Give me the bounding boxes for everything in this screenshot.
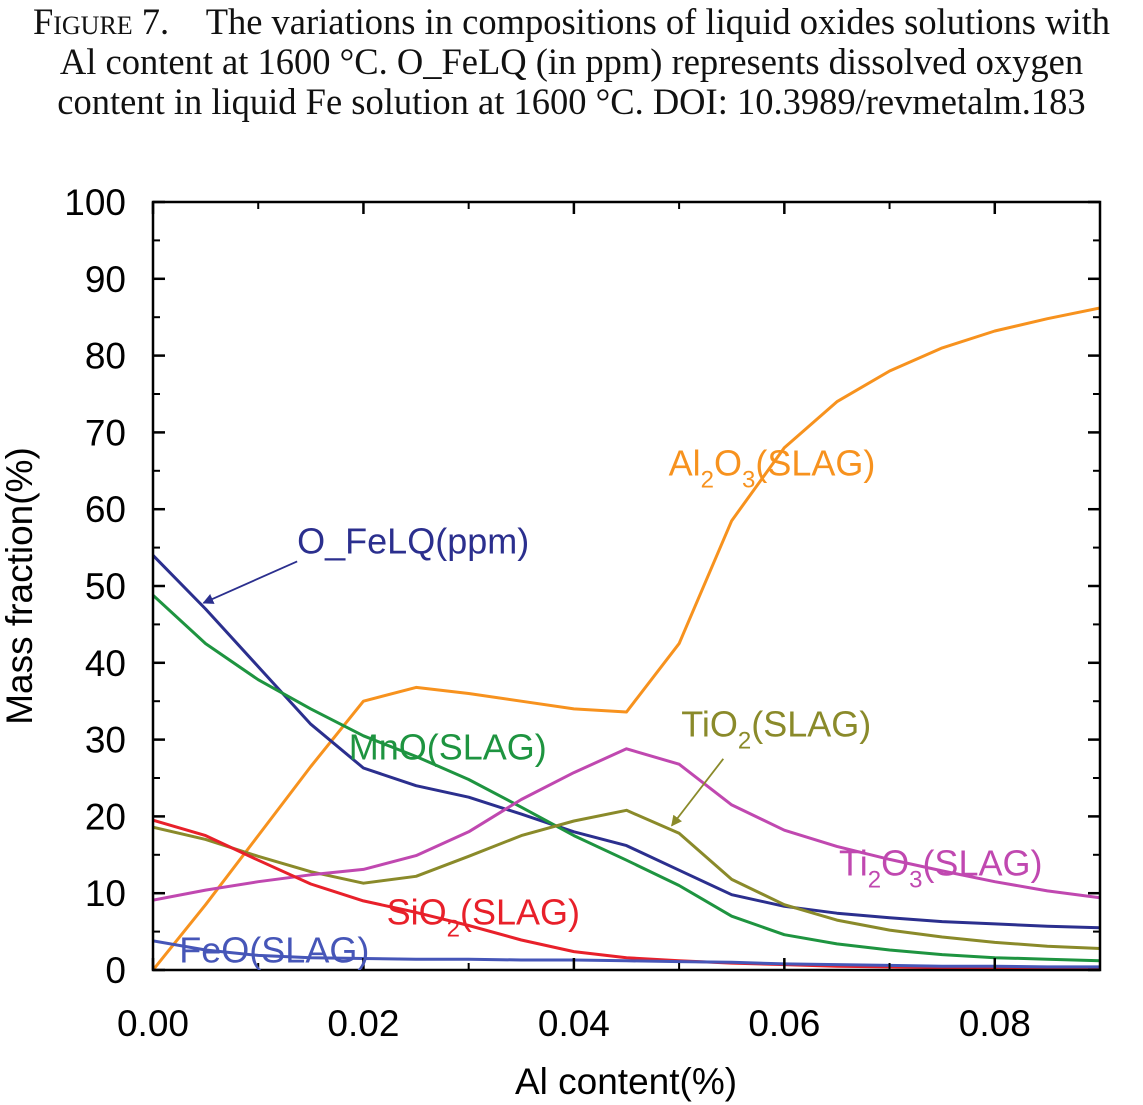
series-layer xyxy=(153,306,1100,970)
arrow-o-felq-ppm xyxy=(202,560,298,604)
series-label-mno-slag: MnO(SLAG) xyxy=(349,727,547,768)
series-line-ti2o3-slag xyxy=(153,747,1100,902)
series-label-o-felq-ppm: O_FeLQ(ppm) xyxy=(297,521,529,562)
y-tick-label: 30 xyxy=(85,720,126,761)
x-tick-label: 0.06 xyxy=(748,1003,820,1044)
figure-caption: Figure 7. The variations in compositions… xyxy=(20,2,1123,122)
y-tick-label: 40 xyxy=(85,643,126,684)
y-axis-label: Mass fraction(%) xyxy=(0,447,40,725)
figure-label: Figure 7. xyxy=(32,1,170,42)
y-tick-label: 90 xyxy=(85,259,126,300)
series-label-ti2o3-slag: Ti2O3(SLAG) xyxy=(839,843,1042,894)
x-tick-label: 0.04 xyxy=(538,1003,610,1044)
y-tick-label: 50 xyxy=(85,566,126,607)
x-tick-label: 0.02 xyxy=(327,1003,399,1044)
series-line-feo-slag xyxy=(153,939,1100,969)
x-axis-label: Al content(%) xyxy=(515,1061,737,1102)
x-tick-label: 0.00 xyxy=(117,1003,189,1044)
y-tick-label: 0 xyxy=(105,950,126,991)
axis-layer: 0.00 0.02 0.04 0.06 0.08 0 10 20 30 40 50 60 70 80 90 1… xyxy=(64,182,1100,1044)
series-label-tio2-slag: TiO2(SLAG) xyxy=(681,704,871,755)
series-line-tio2-slag xyxy=(153,808,1100,950)
y-tick-label: 20 xyxy=(85,796,126,837)
y-tick-label: 70 xyxy=(85,412,126,453)
series-line-sio2-slag xyxy=(153,818,1100,970)
annotation-layer: Al2O3(SLAG) O_FeLQ(ppm) MnO(SLAG) TiO2(SLAG… xyxy=(179,442,1042,970)
x-tick-label: 0.08 xyxy=(959,1003,1031,1044)
y-tick-label: 100 xyxy=(64,182,126,223)
y-tick-label: 80 xyxy=(85,336,126,377)
series-label-al2o3-slag: Al2O3(SLAG) xyxy=(669,442,876,493)
y-tick-label: 60 xyxy=(85,489,126,530)
series-line-mno-slag xyxy=(153,593,1100,963)
series-line-al2o3-slag xyxy=(153,306,1100,970)
series-label-feo-slag: FeO(SLAG) xyxy=(179,929,369,970)
series-label-sio2-slag: SiO2(SLAG) xyxy=(387,892,580,943)
figure-caption-text: The variations in compositions of liquid… xyxy=(57,1,1111,122)
series-line-o-felq-ppm xyxy=(153,553,1100,930)
arrow-tio2-slag xyxy=(671,758,725,827)
y-tick-label: 10 xyxy=(85,873,126,914)
